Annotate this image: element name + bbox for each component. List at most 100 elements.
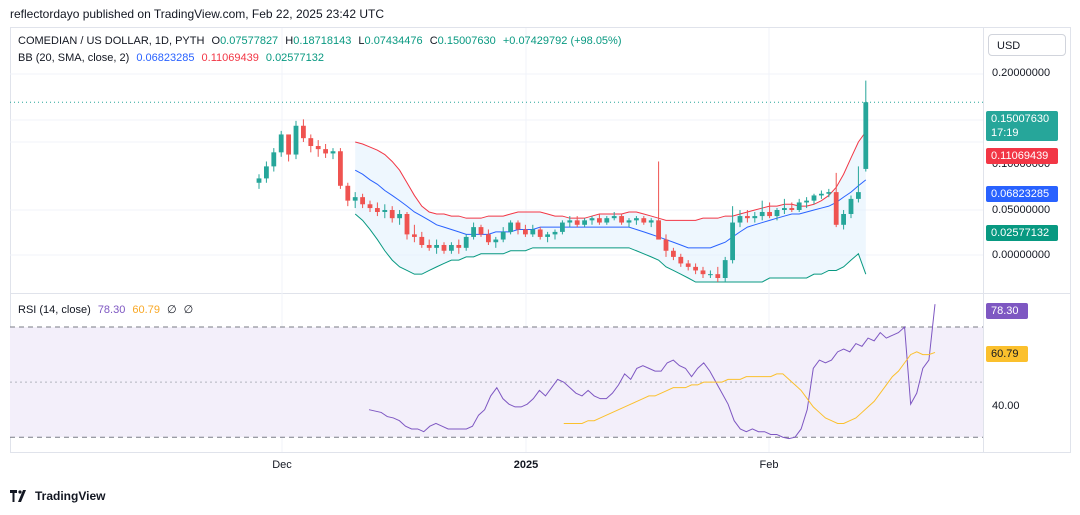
candle-body	[338, 151, 343, 186]
candle-body	[597, 218, 602, 223]
low-key: L	[358, 35, 365, 47]
bb-upper-value: 0.11069439	[201, 52, 259, 64]
high-label: H0.18718143	[285, 35, 351, 47]
open-label: O0.07577827	[212, 35, 279, 47]
candle-body	[412, 234, 417, 237]
rsi-line	[368, 304, 936, 440]
candle-body	[293, 125, 299, 155]
rsi-title[interactable]: RSI (14, close)	[18, 304, 91, 316]
rsi-extra-1: ∅	[167, 304, 177, 316]
candle-body	[782, 208, 787, 210]
price-tick-label: 0.20000000	[992, 67, 1051, 79]
last-price-value: 0.15007630	[991, 113, 1050, 125]
candle-body	[648, 220, 654, 223]
candle-body	[278, 134, 284, 153]
candle-body	[375, 208, 380, 212]
candle-body	[456, 244, 462, 248]
candle-body	[330, 151, 336, 154]
low-value: 0.07434476	[364, 35, 423, 47]
candle-body	[759, 211, 765, 217]
rsi-legend[interactable]: RSI (14, close) 78.30 60.79 ∅ ∅	[18, 303, 197, 316]
close-label: C0.15007630	[430, 35, 496, 47]
candle-body	[500, 231, 506, 240]
candle-body	[360, 197, 365, 205]
candle-body	[745, 216, 750, 219]
price-tick-label: 0.00000000	[992, 249, 1051, 261]
bb-upper-tag: 0.11069439	[986, 148, 1058, 164]
candle-body	[286, 134, 291, 155]
candle-body	[545, 234, 550, 237]
candle-body	[641, 218, 647, 223]
candle-body	[367, 204, 373, 209]
candle-body	[789, 208, 795, 210]
candle-body	[567, 220, 573, 223]
high-value: 0.18718143	[293, 35, 352, 47]
candle-body	[560, 222, 565, 232]
symbol-legend[interactable]: COMEDIAN / US DOLLAR, 1D, PYTH O0.075778…	[18, 35, 626, 47]
currency-button[interactable]: USD	[988, 34, 1066, 56]
rsi-ma-value: 60.79	[132, 304, 160, 316]
candle-body	[685, 263, 691, 267]
candle-body	[530, 229, 536, 235]
change-value: +0.07429792 (+98.05%)	[502, 35, 622, 47]
bollinger-lower-line	[354, 213, 867, 283]
candle-body	[589, 218, 595, 221]
open-value: 0.07577827	[220, 35, 279, 47]
candle-body	[708, 274, 713, 276]
candle-body	[848, 198, 854, 215]
tradingview-footer[interactable]: TradingView	[10, 489, 105, 503]
candle-body	[441, 244, 447, 251]
candle-body	[449, 244, 454, 251]
time-tick-label: Dec	[272, 459, 292, 471]
bb-basis-value: 0.06823285	[136, 52, 195, 64]
bollinger-legend[interactable]: BB (20, SMA, close, 2) 0.06823285 0.1106…	[18, 52, 328, 64]
bb-lower-value: 0.02577132	[265, 52, 325, 64]
time-tick-label: Feb	[759, 459, 779, 471]
candle-body	[619, 216, 624, 223]
chart-frame	[10, 27, 1071, 453]
candle-body	[611, 216, 617, 219]
candle-body	[552, 231, 558, 235]
candle-body	[626, 220, 632, 223]
footer-brand: TradingView	[35, 489, 106, 503]
candle-body	[656, 220, 661, 240]
candle-body	[863, 102, 869, 169]
candle-body	[678, 256, 684, 264]
candle-body	[382, 210, 388, 212]
candle-body	[515, 222, 521, 230]
candle-body	[419, 236, 425, 245]
candle-body	[737, 216, 743, 223]
candle-body	[826, 192, 832, 194]
bollinger-upper-line	[355, 131, 867, 221]
candle-body	[574, 220, 580, 225]
candle-body	[523, 229, 528, 235]
time-tick-label: 2025	[513, 459, 539, 471]
candle-body	[856, 192, 861, 199]
rsi-ma-tag: 60.79	[986, 346, 1028, 362]
candle-body	[426, 244, 432, 248]
bb-title[interactable]: BB (20, SMA, close, 2)	[18, 52, 130, 64]
candle-body	[841, 214, 846, 225]
candle-body	[463, 236, 469, 248]
candle-body	[493, 239, 499, 243]
candle-body	[256, 178, 262, 183]
rsi-value: 78.30	[97, 304, 126, 316]
last-price-tag: 0.15007630 17:19	[986, 111, 1058, 141]
candle-body	[634, 218, 639, 221]
candle-body	[663, 239, 669, 251]
symbol-title[interactable]: COMEDIAN / US DOLLAR, 1D, PYTH	[18, 35, 205, 47]
price-axis-separator	[983, 27, 984, 453]
candle-body	[582, 220, 587, 225]
price-tick-label: 0.05000000	[992, 204, 1051, 216]
candle-body	[486, 234, 491, 243]
low-label: L0.07434476	[358, 35, 422, 47]
candle-body	[752, 216, 758, 219]
candle-body	[301, 125, 306, 139]
candle-body	[404, 214, 410, 235]
bb-lower-tag: 0.02577132	[986, 225, 1058, 241]
pane-separator[interactable]	[10, 293, 1071, 294]
candle-body	[730, 222, 735, 261]
candle-body	[715, 274, 721, 278]
candle-body	[434, 244, 439, 248]
